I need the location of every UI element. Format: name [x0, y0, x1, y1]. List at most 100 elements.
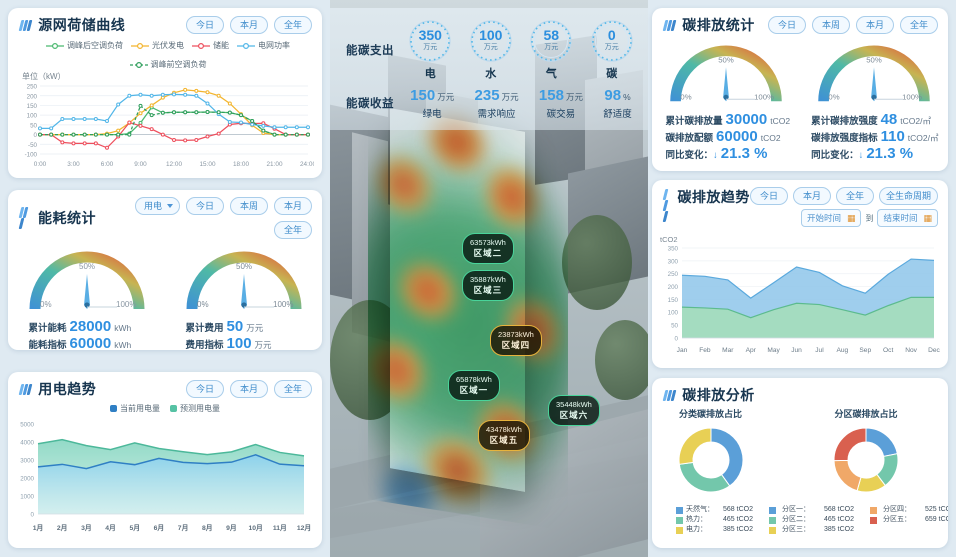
- zone-heat-label[interactable]: 23873kWh 区域四: [490, 325, 542, 356]
- panel-carbon-trend: 碳排放趋势 今日 本月 全年 全生命周期 开始时间 ▦ 到 结束时间 ▦ tCO…: [652, 180, 948, 368]
- gauge-mid-label: 50%: [79, 262, 95, 271]
- chevron-down-icon: [166, 204, 173, 208]
- legend-item[interactable]: 天然气： 568 tCO2: [676, 505, 769, 515]
- legend-item[interactable]: 储能: [192, 40, 229, 51]
- carbon-trend-chart: 350 300 250 200 150 100 50 0 Jan Feb Mar Apr May Jun J…: [668, 245, 941, 354]
- y-axis-unit: 单位（kW）: [22, 72, 66, 81]
- energy-carbon-summary: 能碳支出 350 万元电 100 万元水 58 万元气 0 万元碳 能碳收益 150 万元 绿电 2…: [330, 8, 648, 130]
- tab-year[interactable]: 全年: [273, 380, 312, 398]
- tab-year[interactable]: 全年: [835, 187, 874, 205]
- tab-today[interactable]: 今日: [185, 16, 224, 34]
- kv-row: 累计能耗 28000 kWh: [29, 318, 153, 335]
- tab-today[interactable]: 今日: [185, 197, 224, 215]
- y-axis-unit: tCO2: [660, 235, 678, 244]
- legend-item[interactable]: 分区三： 385 tCO2: [769, 525, 862, 535]
- legend-label: 预测用电量: [180, 404, 220, 413]
- legend-item[interactable]: 当前用电量: [110, 403, 160, 414]
- legend-item[interactable]: 电网功率: [237, 40, 290, 51]
- donut-slice[interactable]: [865, 427, 898, 458]
- kv-key: 能耗指标: [28, 340, 67, 350]
- legend-marker: [129, 61, 148, 69]
- zone-value: 43478kWh: [486, 425, 522, 434]
- legend-item[interactable]: carbon_emission: [723, 367, 793, 368]
- tab-month[interactable]: 本月: [273, 197, 312, 215]
- zone-heat-label[interactable]: 65878kWh 区域一: [448, 370, 500, 401]
- tab-today[interactable]: 今日: [185, 380, 224, 398]
- legend-label: 电力：: [686, 526, 707, 533]
- expense-ring-item: 58 万元气: [529, 19, 573, 81]
- kv-key: 碳排放配额: [665, 133, 714, 144]
- tab-month[interactable]: 本月: [229, 380, 268, 398]
- tab-year[interactable]: 全年: [273, 16, 312, 34]
- legend-item[interactable]: 热力： 465 tCO2: [676, 515, 769, 525]
- donut-slice[interactable]: [678, 461, 730, 493]
- change-value: 21.3 %: [866, 145, 914, 162]
- ring-unit: 万元: [483, 44, 498, 51]
- tab-week[interactable]: 本周: [229, 197, 268, 215]
- kv-value: 48: [880, 111, 898, 128]
- svg-text:9月: 9月: [226, 524, 237, 532]
- legend-item[interactable]: emission_forecast: [803, 367, 877, 368]
- tab-month[interactable]: 本月: [792, 187, 831, 205]
- zone-name: 区域六: [559, 410, 589, 420]
- legend-item[interactable]: 分区一： 568 tCO2: [769, 505, 862, 515]
- legend-item[interactable]: 调峰后空调负荷: [46, 40, 123, 51]
- panel-power-trend: 用电趋势 今日 本月 全年 当前用电量 预测用电量 5000 4000 3000 200…: [8, 372, 322, 548]
- tab-today[interactable]: 今日: [749, 187, 788, 205]
- legend-item[interactable]: 光伏发电: [131, 40, 184, 51]
- zone-heat-label[interactable]: 63573kWh 区域二: [462, 233, 514, 264]
- chart-legend: carbon_emission emission_forecast: [652, 367, 948, 368]
- tab-today[interactable]: 今日: [767, 16, 806, 34]
- zone-heat-label[interactable]: 43478kWh 区域五: [478, 420, 530, 451]
- end-date-picker[interactable]: 结束时间 ▦: [877, 209, 938, 227]
- legend-item[interactable]: 调峰前空调负荷: [129, 59, 207, 70]
- gauge-min-label: 0%: [680, 92, 691, 101]
- donut-slice[interactable]: [710, 427, 743, 487]
- ring-unit: 万元: [544, 44, 559, 51]
- svg-text:15:00: 15:00: [200, 161, 216, 168]
- tab-month[interactable]: 本月: [855, 16, 894, 34]
- expense-ring-item: 100 万元水: [469, 19, 513, 81]
- legend-item[interactable]: 预测用电量: [170, 403, 220, 414]
- tab-lifecycle[interactable]: 全生命周期: [878, 187, 938, 205]
- svg-text:Feb: Feb: [699, 347, 711, 354]
- income-item: 158 万元 碳交易: [539, 87, 583, 120]
- donut-legend-by-zone: 分区一： 568 tCO2 分区二： 465 tCO2 分区三： 385 tCO2 分区四：…: [769, 505, 948, 535]
- svg-text:1月: 1月: [33, 524, 44, 532]
- tab-month[interactable]: 本月: [229, 16, 268, 34]
- legend-label: 分区四：: [883, 506, 911, 513]
- change-label: 同比变化：: [811, 150, 859, 161]
- donut-slice[interactable]: [678, 427, 711, 465]
- legend-value: 568 tCO2: [824, 506, 854, 513]
- zone-heat-label[interactable]: 35448kWh 区域六: [548, 395, 600, 426]
- income-value: 158: [538, 86, 564, 104]
- start-date-placeholder: 开始时间: [806, 213, 841, 223]
- donut-slice[interactable]: [833, 427, 867, 462]
- legend-item[interactable]: 分区四： 525 tCO2: [870, 505, 948, 515]
- legend-label: 调峰后空调负荷: [67, 41, 123, 50]
- donut-section-by-type: 分类碳排放占比 天然气： 568 tCO2 热力： 465 tCO2 电力： 385 tC…: [652, 407, 769, 535]
- time-range-buttons: 今日 本月 全年: [185, 16, 312, 34]
- tab-year[interactable]: 全年: [273, 221, 312, 239]
- legend-item[interactable]: 分区五： 659 tCO2: [870, 515, 948, 525]
- legend-item[interactable]: 电力： 385 tCO2: [676, 525, 769, 535]
- expense-ring-item: 0 万元碳: [590, 19, 634, 81]
- legend-marker: [192, 42, 210, 50]
- energy-type-select[interactable]: 用电: [134, 197, 180, 215]
- start-date-picker[interactable]: 开始时间 ▦: [800, 209, 862, 227]
- zone-name: 区域三: [473, 285, 503, 295]
- svg-text:0:00: 0:00: [34, 161, 47, 168]
- income-item: 150 万元 绿电: [410, 87, 454, 120]
- calendar-icon: ▦: [846, 212, 856, 223]
- kv-value: 30000: [725, 111, 768, 128]
- zone-heat-label[interactable]: 35887kWh 区域三: [462, 270, 514, 301]
- svg-text:6:00: 6:00: [101, 161, 114, 168]
- donut-slice[interactable]: [833, 459, 862, 492]
- expense-ring-list: 350 万元电 100 万元水 58 万元气 0 万元碳: [400, 19, 642, 81]
- legend-item[interactable]: 分区二： 465 tCO2: [769, 515, 862, 525]
- income-unit: 万元: [501, 91, 519, 102]
- title-bars-icon: [18, 19, 33, 31]
- tab-week[interactable]: 本周: [811, 16, 850, 34]
- tab-year[interactable]: 全年: [899, 16, 938, 34]
- chart-legend: 调峰后空调负荷 光伏发电 储能 电网功率调峰前空调负荷: [18, 40, 318, 70]
